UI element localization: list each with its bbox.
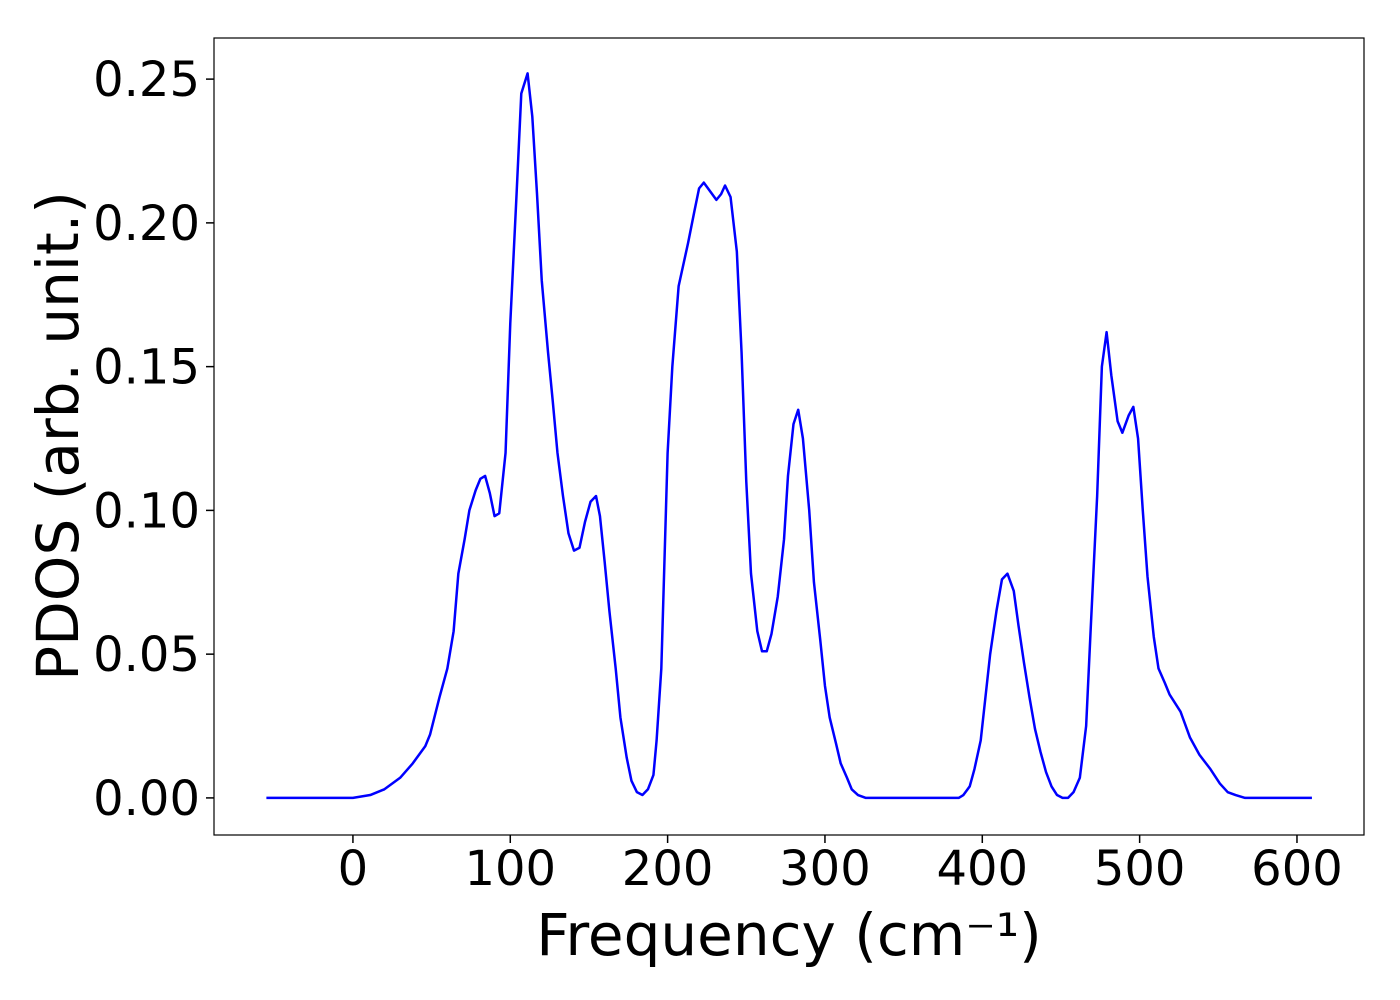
y-tick-label: 0.20 [93, 196, 200, 252]
y-tick-label: 0.00 [93, 771, 200, 827]
y-tick-label: 0.10 [93, 483, 200, 539]
x-axis-label: Frequency (cm⁻¹) [536, 901, 1042, 969]
y-tick-label: 0.25 [93, 52, 200, 108]
x-tick-label: 300 [779, 841, 871, 897]
y-tick-label: 0.15 [93, 340, 200, 396]
plot-frame [213, 37, 1365, 836]
x-tick-label: 400 [936, 841, 1028, 897]
x-tick-label: 500 [1094, 841, 1186, 897]
x-tick-label: 100 [464, 841, 556, 897]
x-tick-label: 200 [622, 841, 714, 897]
x-tick-label: 600 [1251, 841, 1343, 897]
y-axis-label: PDOS (arb. unit.) [24, 191, 92, 681]
x-tick-label: 0 [338, 841, 369, 897]
line-series [266, 72, 1312, 800]
y-tick-label: 0.05 [93, 627, 200, 683]
